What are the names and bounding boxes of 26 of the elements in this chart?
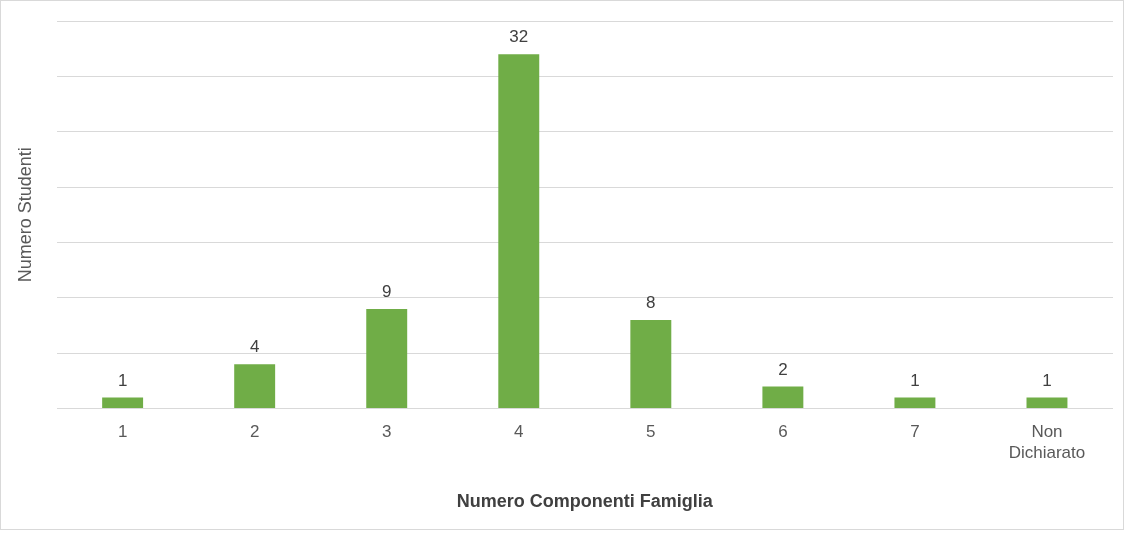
x-tick-label: 4 <box>514 422 524 442</box>
x-tick-label: 3 <box>381 422 392 442</box>
data-label: 1 <box>1042 370 1052 390</box>
x-tick-label: 5 <box>646 422 656 442</box>
bar <box>366 308 408 409</box>
data-label: 4 <box>249 337 260 357</box>
x-tick-label: 1 <box>117 422 128 442</box>
bar <box>234 364 276 409</box>
bar <box>1026 397 1068 409</box>
x-tick-label: 2 <box>249 422 260 442</box>
x-tick-label: 6 <box>778 422 788 442</box>
data-label: 1 <box>117 370 128 390</box>
data-label: 8 <box>646 293 656 313</box>
y-axis-title: Numero Studenti <box>14 147 35 283</box>
data-label: 32 <box>509 27 529 47</box>
data-label: 9 <box>381 282 392 302</box>
bar <box>630 320 672 409</box>
x-tick-label: Non Dichiarato <box>1008 422 1086 462</box>
data-label: 1 <box>910 370 920 390</box>
bar <box>102 397 144 409</box>
data-label: 2 <box>778 359 788 379</box>
bar <box>894 397 936 409</box>
x-tick-label: 7 <box>910 422 920 442</box>
bar <box>498 54 540 409</box>
x-axis-title: Numero Componenti Famiglia <box>456 491 714 512</box>
bar <box>762 386 804 409</box>
